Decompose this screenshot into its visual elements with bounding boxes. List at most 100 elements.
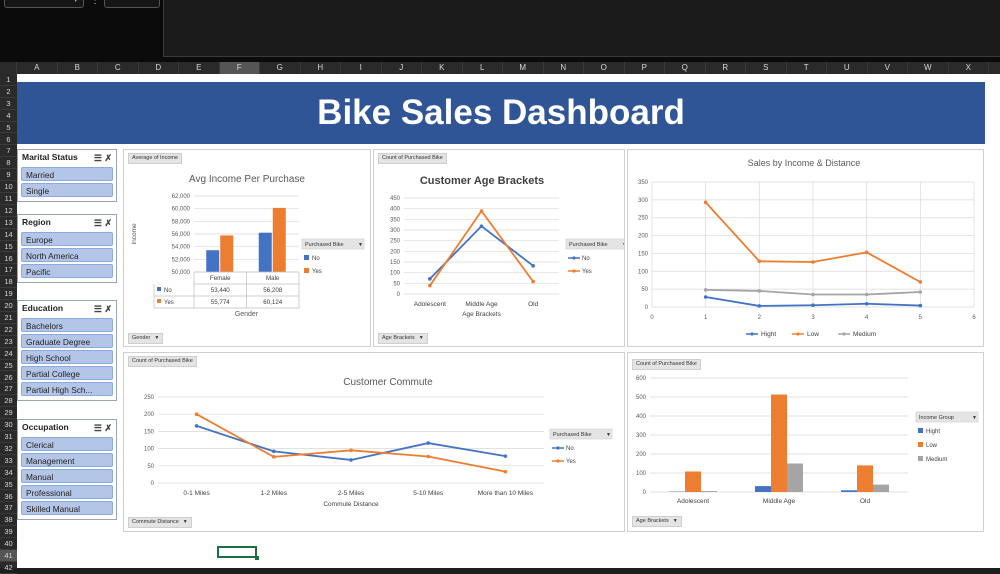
slicer-item[interactable]: Graduate Degree bbox=[21, 334, 113, 348]
select-all-corner[interactable] bbox=[0, 62, 17, 74]
row-header-19[interactable]: 19 bbox=[0, 288, 17, 300]
row-header-37[interactable]: 37 bbox=[0, 502, 17, 514]
clear-filter-icon[interactable]: ✗ bbox=[104, 153, 112, 163]
row-header-10[interactable]: 10 bbox=[0, 181, 17, 193]
formula-buttons[interactable] bbox=[104, 0, 160, 8]
column-header-h[interactable]: H bbox=[301, 62, 342, 74]
row-header-28[interactable]: 28 bbox=[0, 395, 17, 407]
row-header-24[interactable]: 24 bbox=[0, 348, 17, 360]
age-chart-card[interactable]: Count of Purchased Bike Age Brackets▼ Cu… bbox=[373, 149, 625, 347]
clear-filter-icon[interactable]: ✗ bbox=[104, 423, 112, 433]
slicer-item[interactable]: Married bbox=[21, 167, 113, 181]
clear-filter-icon[interactable]: ✗ bbox=[104, 304, 112, 314]
column-header-c[interactable]: C bbox=[98, 62, 139, 74]
column-header-m[interactable]: M bbox=[503, 62, 544, 74]
column-header-u[interactable]: U bbox=[827, 62, 868, 74]
row-header-16[interactable]: 16 bbox=[0, 253, 17, 265]
row-header-9[interactable]: 9 bbox=[0, 169, 17, 181]
name-box[interactable]: ▾ bbox=[4, 0, 84, 8]
slicer-item[interactable]: Professional bbox=[21, 485, 113, 499]
row-header-14[interactable]: 14 bbox=[0, 229, 17, 241]
row-header-8[interactable]: 8 bbox=[0, 157, 17, 169]
row-header-11[interactable]: 11 bbox=[0, 193, 17, 205]
column-header-d[interactable]: D bbox=[139, 62, 180, 74]
row-header-38[interactable]: 38 bbox=[0, 514, 17, 526]
row-header-17[interactable]: 17 bbox=[0, 264, 17, 276]
column-header-v[interactable]: V bbox=[868, 62, 909, 74]
slicer-item[interactable]: Partial College bbox=[21, 366, 113, 380]
column-header-t[interactable]: T bbox=[787, 62, 828, 74]
row-header-27[interactable]: 27 bbox=[0, 383, 17, 395]
row-header-34[interactable]: 34 bbox=[0, 467, 17, 479]
row-header-5[interactable]: 5 bbox=[0, 122, 17, 134]
row-header-2[interactable]: 2 bbox=[0, 86, 17, 98]
row-header-30[interactable]: 30 bbox=[0, 419, 17, 431]
row-header-1[interactable]: 1 bbox=[0, 74, 17, 86]
column-header-g[interactable]: G bbox=[260, 62, 301, 74]
commute-chart-card[interactable]: Count of Purchased Bike Commute Distance… bbox=[123, 352, 625, 532]
column-header-p[interactable]: P bbox=[625, 62, 666, 74]
worksheet[interactable]: Bike Sales Dashboard Marital Status☰ ✗Ma… bbox=[17, 74, 1000, 568]
row-header-25[interactable]: 25 bbox=[0, 360, 17, 372]
row-header-4[interactable]: 4 bbox=[0, 110, 17, 122]
row-header-26[interactable]: 26 bbox=[0, 372, 17, 384]
row-header-40[interactable]: 40 bbox=[0, 538, 17, 550]
slicer-item[interactable]: Pacific bbox=[21, 264, 113, 278]
row-header-33[interactable]: 33 bbox=[0, 455, 17, 467]
column-header-s[interactable]: S bbox=[746, 62, 787, 74]
column-header-e[interactable]: E bbox=[179, 62, 220, 74]
column-header-r[interactable]: R bbox=[706, 62, 747, 74]
slicer-item[interactable]: Bachelors bbox=[21, 318, 113, 332]
row-header-22[interactable]: 22 bbox=[0, 324, 17, 336]
column-header-n[interactable]: N bbox=[544, 62, 585, 74]
slicer-item[interactable]: Partial High Sch... bbox=[21, 382, 113, 396]
row-header-32[interactable]: 32 bbox=[0, 443, 17, 455]
column-header-l[interactable]: L bbox=[463, 62, 504, 74]
slicer-item[interactable]: Management bbox=[21, 453, 113, 467]
slicer-item[interactable]: North America bbox=[21, 248, 113, 262]
clear-filter-icon[interactable]: ✗ bbox=[104, 218, 112, 228]
row-header-23[interactable]: 23 bbox=[0, 336, 17, 348]
slicer-item[interactable]: Europe bbox=[21, 232, 113, 246]
row-header-35[interactable]: 35 bbox=[0, 479, 17, 491]
slicer-item[interactable]: Manual bbox=[21, 469, 113, 483]
multi-select-icon[interactable]: ☰ bbox=[94, 423, 105, 433]
row-header-6[interactable]: 6 bbox=[0, 134, 17, 146]
formula-bar[interactable] bbox=[163, 0, 1000, 57]
more-icon[interactable]: ⋮ bbox=[90, 0, 100, 6]
active-cell[interactable] bbox=[217, 546, 257, 558]
slicer-item[interactable]: Clerical bbox=[21, 437, 113, 451]
row-header-3[interactable]: 3 bbox=[0, 98, 17, 110]
column-header-k[interactable]: K bbox=[422, 62, 463, 74]
multi-select-icon[interactable]: ☰ bbox=[94, 153, 105, 163]
income-chart-card[interactable]: Average of Income Gender▼ Avg Income Per… bbox=[123, 149, 371, 347]
multi-select-icon[interactable]: ☰ bbox=[94, 218, 105, 228]
row-header-36[interactable]: 36 bbox=[0, 491, 17, 503]
row-header-7[interactable]: 7 bbox=[0, 145, 17, 157]
row-header-20[interactable]: 20 bbox=[0, 300, 17, 312]
row-header-41[interactable]: 41 bbox=[0, 550, 17, 562]
column-header-q[interactable]: Q bbox=[665, 62, 706, 74]
column-header-i[interactable]: I bbox=[341, 62, 382, 74]
column-header-b[interactable]: B bbox=[58, 62, 99, 74]
column-header-j[interactable]: J bbox=[382, 62, 423, 74]
row-header-18[interactable]: 18 bbox=[0, 276, 17, 288]
slicer-item[interactable]: High School bbox=[21, 350, 113, 364]
row-header-31[interactable]: 31 bbox=[0, 431, 17, 443]
slicer-item[interactable]: Skilled Manual bbox=[21, 501, 113, 515]
row-header-39[interactable]: 39 bbox=[0, 526, 17, 538]
row-header-29[interactable]: 29 bbox=[0, 407, 17, 419]
column-header-x[interactable]: X bbox=[949, 62, 990, 74]
column-header-w[interactable]: W bbox=[908, 62, 949, 74]
row-header-12[interactable]: 12 bbox=[0, 205, 17, 217]
row-header-21[interactable]: 21 bbox=[0, 312, 17, 324]
multi-select-icon[interactable]: ☰ bbox=[94, 304, 105, 314]
row-header-15[interactable]: 15 bbox=[0, 241, 17, 253]
column-header-f[interactable]: F bbox=[220, 62, 261, 74]
slicer-item[interactable]: Single bbox=[21, 183, 113, 197]
column-header-a[interactable]: A bbox=[17, 62, 58, 74]
row-header-13[interactable]: 13 bbox=[0, 217, 17, 229]
chevron-down-icon[interactable]: ▾ bbox=[73, 0, 78, 5]
